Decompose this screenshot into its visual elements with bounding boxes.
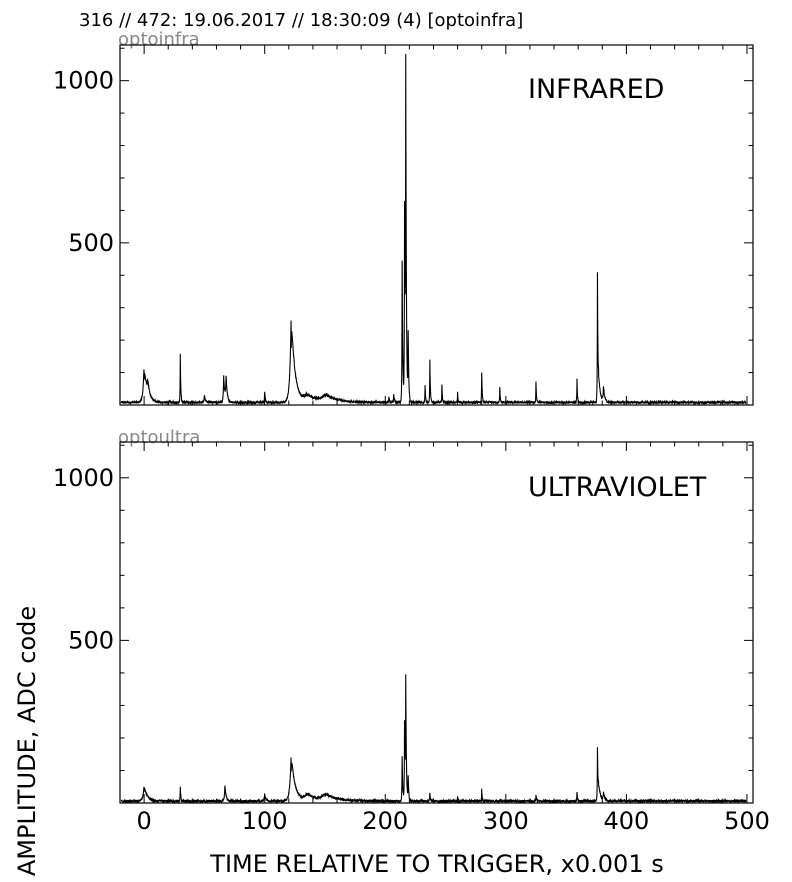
x-tick-label: 200 [362, 807, 408, 835]
y-tick-label: 1000 [53, 464, 114, 492]
series-label: ULTRAVIOLET [528, 472, 707, 503]
y-tick-label: 1000 [53, 67, 114, 95]
x-tick-label: 500 [724, 807, 770, 835]
y-tick-label: 500 [68, 229, 114, 257]
x-tick-label: 100 [242, 807, 288, 835]
ultraviolet-panel: 500 1000 ULTRAVIOLET [53, 441, 754, 805]
channel-label-bottom: optoultra [118, 427, 200, 448]
infrared-panel: 500 1000 INFRARED [53, 44, 754, 406]
plot-frame [119, 441, 754, 804]
signal-line [120, 53, 747, 406]
plot-frame [119, 44, 754, 406]
channel-label-top: optoinfra [118, 29, 200, 50]
signal-line [120, 674, 747, 805]
x-tick-label: 0 [136, 807, 151, 835]
x-tick-labels: 0 100 200 300 400 500 [136, 807, 769, 835]
x-tick-label: 400 [603, 807, 649, 835]
y-tick-label: 500 [68, 626, 114, 654]
x-axis-label: TIME RELATIVE TO TRIGGER, x0.001 s [209, 850, 663, 878]
y-axis-label: AMPLITUDE, ADC code [13, 606, 41, 876]
x-tick-label: 300 [483, 807, 529, 835]
series-label: INFRARED [528, 74, 664, 105]
chart-title: 316 // 472: 19.06.2017 // 18:30:09 (4) [… [79, 10, 523, 31]
